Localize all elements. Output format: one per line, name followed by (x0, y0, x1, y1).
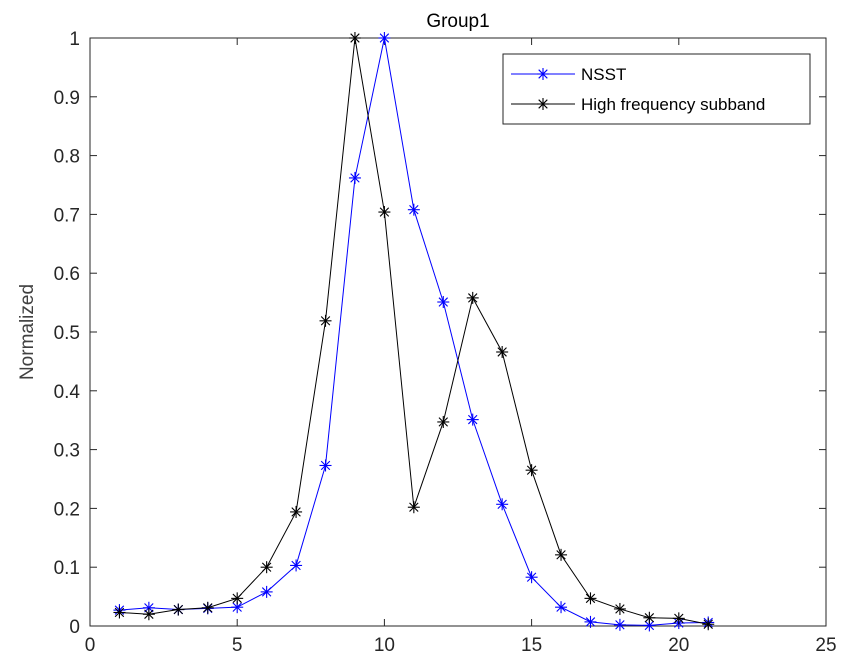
data-point (290, 559, 303, 572)
y-tick-label: 0.5 (54, 323, 80, 344)
series-layer (113, 32, 715, 632)
series-2 (113, 32, 715, 631)
data-point (378, 206, 391, 219)
data-point (407, 501, 420, 514)
x-tick-label: 15 (521, 635, 542, 656)
data-point (466, 413, 479, 426)
data-point (702, 618, 715, 631)
legend: NSST High frequency subband (502, 53, 811, 125)
data-point (290, 505, 303, 518)
x-tick-label: 10 (374, 635, 395, 656)
data-point (319, 314, 332, 327)
data-point (319, 459, 332, 472)
data-point (348, 32, 361, 44)
y-tick-label: 0 (69, 617, 80, 638)
y-tick-label: 0.7 (54, 205, 80, 226)
x-tick-label: 25 (815, 635, 836, 656)
y-tick-label: 0.2 (54, 499, 80, 520)
data-point (525, 571, 538, 584)
data-point (260, 585, 273, 598)
data-point (584, 592, 597, 605)
data-point (201, 601, 214, 614)
y-tick-label: 0.4 (54, 382, 81, 403)
data-point (378, 32, 391, 44)
chart-title: Group1 (426, 11, 489, 32)
y-tick-label: 0.3 (54, 441, 80, 462)
data-point (584, 615, 597, 628)
data-point (496, 345, 509, 358)
data-point (613, 602, 626, 615)
legend-label: NSST (581, 65, 626, 84)
data-point (537, 68, 549, 80)
legend-label: High frequency subband (581, 95, 765, 114)
legend-item: High frequency subband (511, 95, 765, 114)
plot-area (89, 37, 827, 627)
data-point (643, 611, 656, 624)
data-point (142, 608, 155, 621)
data-point (260, 561, 273, 574)
data-point (537, 98, 549, 110)
data-point (525, 464, 538, 477)
data-point (172, 603, 185, 616)
data-point (113, 606, 126, 619)
y-tick-label: 0.9 (54, 88, 80, 109)
y-axis-label: Normalized (17, 284, 38, 380)
y-tick-label: 0.8 (54, 147, 80, 168)
x-tick-label: 20 (668, 635, 689, 656)
data-point (437, 415, 450, 428)
data-point (613, 618, 626, 631)
data-point (555, 548, 568, 561)
legend-box (502, 53, 811, 125)
data-point (407, 203, 420, 216)
y-tick-label: 1 (69, 29, 80, 50)
x-tick-label: 0 (85, 635, 96, 656)
legend-item: NSST (511, 65, 626, 84)
axis-ticks: 0 5 10 15 20 25 0 0.1 0.2 0.3 0.4 0.5 0.6 0.7 0.8 0.9 1 (54, 29, 837, 656)
data-point (466, 291, 479, 304)
data-point (437, 296, 450, 309)
data-point (348, 171, 361, 184)
data-point (496, 498, 509, 511)
data-point (672, 612, 685, 625)
data-point (555, 601, 568, 614)
data-point (231, 592, 244, 605)
y-tick-label: 0.1 (54, 558, 80, 579)
y-tick-label: 0.6 (54, 264, 80, 285)
x-tick-label: 5 (232, 635, 243, 656)
